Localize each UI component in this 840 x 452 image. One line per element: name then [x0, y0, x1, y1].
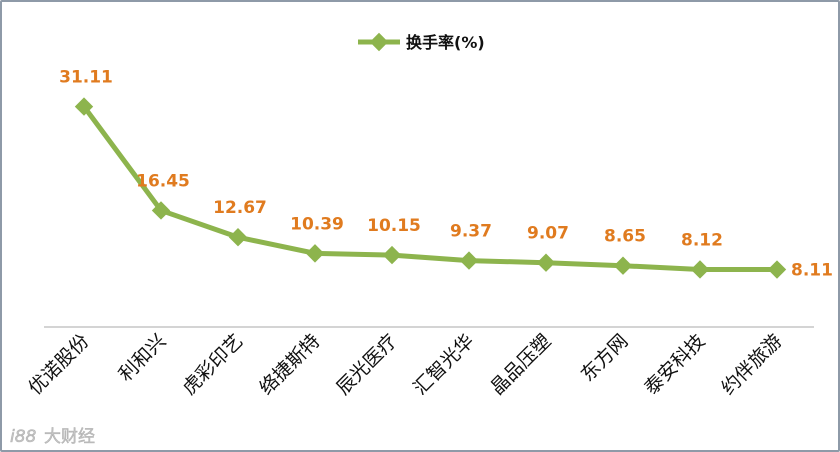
watermark-text: 大财经 [44, 427, 95, 447]
data-point [151, 201, 171, 220]
category-label: 泰安科技 [640, 330, 709, 399]
data-label: 16.45 [136, 171, 190, 191]
data-point [613, 256, 633, 275]
watermark: i88 大财经 [10, 427, 96, 448]
category-label: 辰光医疗 [332, 330, 401, 399]
data-label: 10.15 [367, 216, 421, 236]
data-point [690, 260, 710, 279]
data-point [459, 251, 479, 270]
data-label: 31.11 [59, 68, 113, 88]
legend: 换手率(%) [358, 32, 485, 52]
data-point [74, 97, 94, 116]
category-label: 约伴旅游 [717, 330, 786, 399]
data-point [305, 244, 325, 263]
data-point [536, 253, 556, 272]
data-label: 12.67 [213, 198, 267, 218]
category-label: 优诺股份 [24, 330, 93, 399]
data-label: 8.11 [791, 261, 833, 281]
watermark-glyph: i88 [10, 427, 37, 447]
legend-entry: 换手率(%) [406, 33, 485, 52]
category-labels: 优诺股份 利和兴 虎彩印艺 络捷斯特 辰光医疗 汇智光华 晶品压塑 东方网 泰安科技 约伴旅游 [24, 330, 786, 399]
plot-area [74, 97, 787, 279]
category-label: 虎彩印艺 [178, 330, 247, 399]
data-point [382, 245, 402, 265]
data-label: 9.07 [527, 224, 569, 244]
data-label: 8.65 [604, 227, 646, 247]
category-label: 晶品压塑 [486, 330, 555, 399]
data-label: 8.12 [681, 230, 723, 250]
data-label: 10.39 [290, 214, 344, 234]
legend-marker [369, 32, 389, 52]
category-label: 络捷斯特 [255, 330, 324, 399]
data-point [228, 228, 248, 247]
data-point [767, 260, 787, 279]
series-line [81, 105, 778, 273]
category-label: 汇智光华 [409, 330, 478, 399]
category-label: 利和兴 [115, 330, 171, 386]
category-label: 东方网 [577, 330, 633, 386]
data-label: 9.37 [450, 222, 492, 242]
data-labels: 31.11 16.45 12.67 10.39 10.15 9.37 9.07 8.65 8.1… [59, 68, 833, 281]
